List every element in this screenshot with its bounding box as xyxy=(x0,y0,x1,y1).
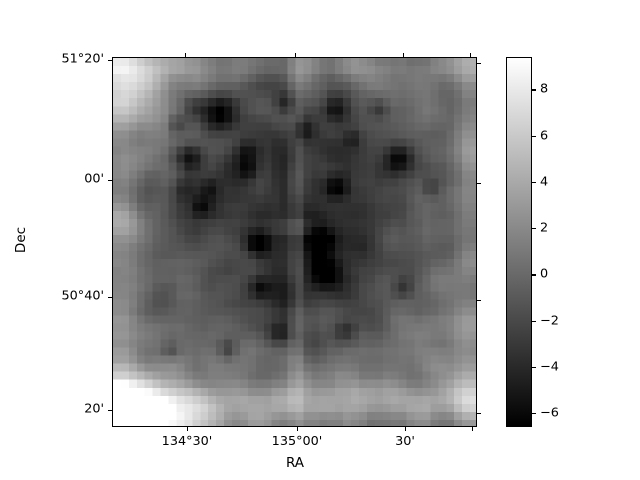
colorbar-tick-6 xyxy=(532,366,536,369)
colorbar-tick-5 xyxy=(532,320,536,322)
x-tick-bottom-0 xyxy=(187,427,189,431)
colorbar-tick-label-4: 0 xyxy=(540,266,549,282)
x-tick-bottom-2 xyxy=(405,427,407,431)
x-axis-label: RA xyxy=(285,455,305,471)
colorbar[interactable] xyxy=(506,57,532,427)
y-tick-left-2 xyxy=(108,297,112,299)
x-tick-top-0 xyxy=(185,53,187,57)
y-tick-left-1 xyxy=(108,180,112,182)
y-tick-right-2 xyxy=(477,300,481,302)
sky-image xyxy=(113,58,476,426)
colorbar-tick-label-6: −4 xyxy=(540,359,559,375)
x-tick-top-extra xyxy=(470,53,472,57)
colorbar-tick-label-5: −2 xyxy=(540,313,559,329)
x-tick-bottom-1 xyxy=(297,427,299,431)
y-tick-label-0: 51°20' xyxy=(61,51,104,67)
x-tick-label-0: 134°30' xyxy=(161,434,213,449)
colorbar-tick-4 xyxy=(532,274,536,276)
colorbar-tick-2 xyxy=(532,181,536,184)
x-tick-top-2 xyxy=(403,53,405,57)
sky-image-axes[interactable] xyxy=(112,57,477,427)
x-tick-top-1 xyxy=(295,53,297,57)
colorbar-tick-7 xyxy=(532,413,536,415)
y-tick-right-1 xyxy=(477,183,481,185)
y-tick-right-0 xyxy=(477,63,481,65)
x-tick-bottom-extra xyxy=(472,427,474,431)
colorbar-tick-label-1: 6 xyxy=(540,128,549,144)
y-tick-label-3: 20' xyxy=(84,401,104,417)
x-tick-label-2: 30' xyxy=(395,434,415,449)
colorbar-tick-label-3: 2 xyxy=(540,220,549,236)
colorbar-tick-label-0: 8 xyxy=(540,81,549,97)
colorbar-tick-0 xyxy=(532,89,536,91)
colorbar-tick-label-7: −6 xyxy=(540,405,559,421)
colorbar-tick-label-2: 4 xyxy=(540,174,549,190)
y-axis-label: Dec xyxy=(13,226,29,254)
x-tick-label-1: 135°00' xyxy=(271,434,323,449)
colorbar-tick-1 xyxy=(532,135,536,137)
colorbar-tick-3 xyxy=(532,228,536,230)
y-tick-left-0 xyxy=(108,60,112,62)
y-tick-label-2: 50°40' xyxy=(61,288,104,304)
colorbar-gradient xyxy=(507,58,531,426)
y-tick-right-3 xyxy=(477,413,481,415)
y-tick-left-3 xyxy=(108,410,112,412)
y-tick-label-1: 00' xyxy=(84,171,104,187)
